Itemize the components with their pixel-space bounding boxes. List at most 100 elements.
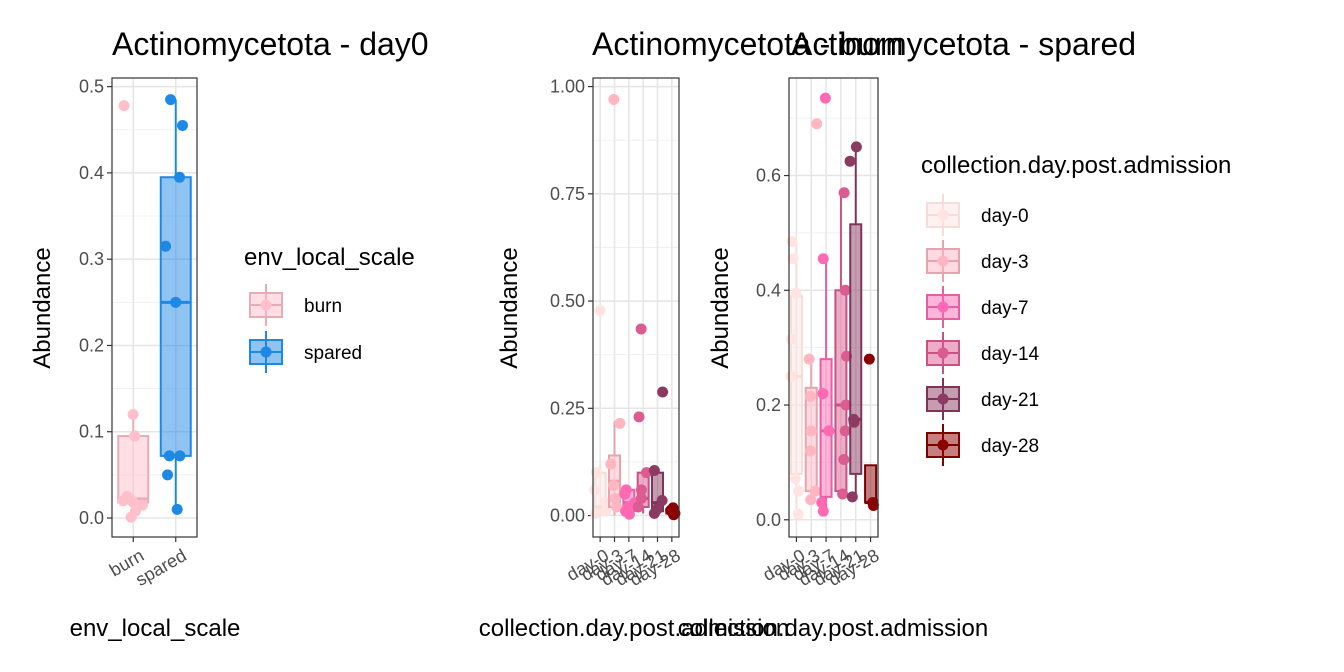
legend-key-point xyxy=(937,393,949,405)
y-tick-label: 0.25 xyxy=(550,398,585,418)
data-point xyxy=(635,492,647,504)
y-tick-label: 0.5 xyxy=(79,77,104,97)
data-point xyxy=(848,416,860,428)
box-day-14 xyxy=(632,323,652,514)
legend-key-point xyxy=(937,301,949,313)
y-tick-label: 0.4 xyxy=(756,280,781,300)
data-point xyxy=(805,494,817,506)
y-axis-label: Abundance xyxy=(496,247,523,368)
legend-item-burn: burn xyxy=(249,284,342,326)
legend-key-point xyxy=(937,209,949,221)
data-point xyxy=(656,495,668,507)
x-axis-label: collection.day.post.admission xyxy=(479,615,789,642)
data-point xyxy=(608,480,620,492)
plot-background xyxy=(789,78,878,537)
legend-label: day-28 xyxy=(981,436,1039,457)
plot-border xyxy=(592,77,680,538)
box-day-0 xyxy=(785,236,805,520)
box-day-3 xyxy=(605,93,626,516)
legend-key-point xyxy=(937,439,949,451)
y-axis-label: Abundance xyxy=(29,247,56,368)
legend-key-point xyxy=(260,299,272,311)
data-point xyxy=(839,284,851,296)
data-point xyxy=(174,450,186,462)
data-point xyxy=(174,171,186,183)
data-point xyxy=(117,495,129,507)
x-axis-label: collection.day.post.admission xyxy=(678,615,988,642)
plot-background xyxy=(593,78,679,537)
box-day-28 xyxy=(863,353,879,511)
panel-spared: Actinomycetota - spared Abundance collec… xyxy=(678,26,1232,642)
data-point xyxy=(589,484,601,496)
box-day-21 xyxy=(844,141,863,503)
legend-label: spared xyxy=(304,343,362,364)
data-point xyxy=(840,399,852,411)
box-body xyxy=(849,223,863,475)
data-point xyxy=(792,508,804,520)
data-point xyxy=(839,425,851,437)
data-point xyxy=(605,458,617,470)
data-point xyxy=(125,511,137,523)
panel-title: Actinomycetota - day0 xyxy=(112,26,429,62)
data-point xyxy=(805,390,817,402)
data-point xyxy=(594,305,606,317)
data-point xyxy=(803,353,815,365)
data-point xyxy=(817,253,829,265)
data-point xyxy=(867,499,879,511)
plot-border xyxy=(111,77,198,538)
data-point xyxy=(786,236,798,248)
box-burn xyxy=(117,100,150,523)
box-day-28 xyxy=(665,502,681,521)
panel-burn: Actinomycetota - burn Abundance collecti… xyxy=(479,26,903,642)
data-point xyxy=(600,505,612,517)
data-point xyxy=(165,94,177,106)
legend-label: day-3 xyxy=(981,252,1029,273)
data-point xyxy=(590,507,602,519)
data-point xyxy=(608,93,620,105)
plot-area: 0.000.250.500.751.00day-0day-3day-7day-1… xyxy=(550,77,684,590)
data-point xyxy=(609,492,621,504)
data-point xyxy=(619,488,631,500)
legend-label: day-0 xyxy=(981,206,1029,227)
box-day-3 xyxy=(803,118,823,506)
data-point xyxy=(635,484,647,496)
data-point xyxy=(657,386,669,398)
data-point xyxy=(633,411,645,423)
data-point xyxy=(635,323,647,335)
y-tick-label: 0.2 xyxy=(79,335,104,355)
data-point xyxy=(793,485,805,497)
legend-item-day-14: day-14 xyxy=(926,332,1040,374)
box-spared xyxy=(159,94,192,515)
data-point xyxy=(817,505,829,517)
x-axis-label: env_local_scale xyxy=(70,615,241,642)
data-point xyxy=(863,353,875,365)
box-body xyxy=(117,435,150,504)
box-day-0 xyxy=(589,305,612,519)
data-point xyxy=(846,491,858,503)
data-point xyxy=(809,485,821,497)
y-tick-label: 1.00 xyxy=(550,77,585,97)
data-point xyxy=(844,155,856,167)
data-point xyxy=(817,388,829,400)
data-point xyxy=(816,497,828,509)
data-point xyxy=(823,425,835,437)
data-point xyxy=(127,408,139,420)
legend-collection-day: collection.day.post.admission day-0 day-3… xyxy=(921,152,1231,466)
plot-area: 0.00.20.40.6day-0day-3day-7day-14day-21d… xyxy=(756,77,883,590)
data-point xyxy=(819,92,831,104)
legend-item-day-28: day-28 xyxy=(926,424,1039,466)
legend-key-point xyxy=(937,255,949,267)
data-point xyxy=(171,503,183,515)
y-tick-label: 0.4 xyxy=(79,163,104,183)
legend-item-day-3: day-3 xyxy=(926,240,1029,282)
legend-item-day-7: day-7 xyxy=(926,286,1029,328)
box-body xyxy=(804,386,818,493)
y-axis-label: Abundance xyxy=(707,247,734,368)
plot-border xyxy=(788,77,879,538)
data-point xyxy=(170,296,182,308)
legend-item-day-21: day-21 xyxy=(926,378,1039,420)
data-point xyxy=(177,119,189,131)
data-point xyxy=(611,501,623,513)
